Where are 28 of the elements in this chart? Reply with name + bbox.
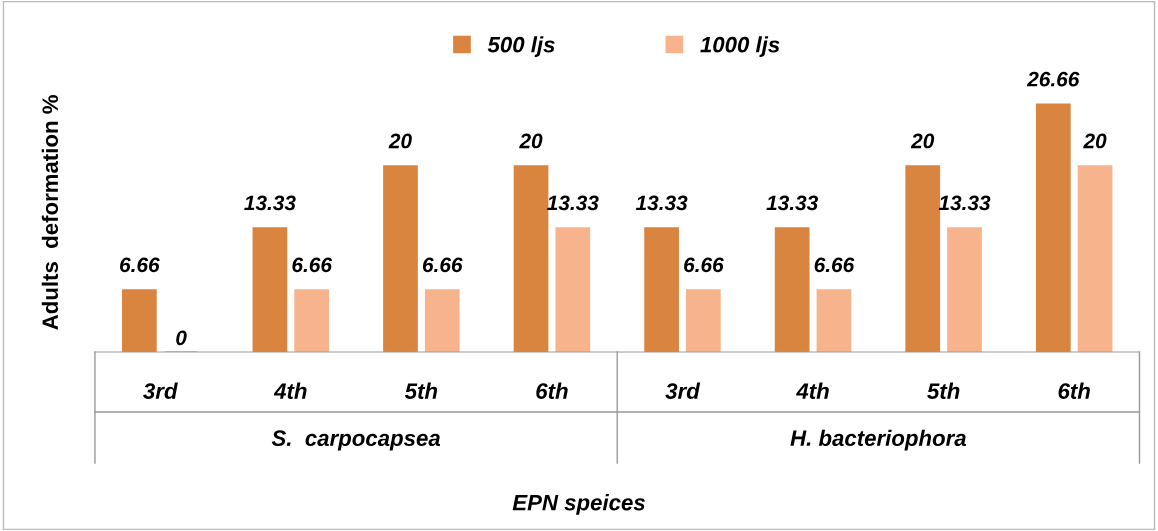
x-tick-label: 3rd xyxy=(143,382,178,399)
data-label: 20 xyxy=(1083,133,1107,149)
data-label: 6.66 xyxy=(292,257,333,273)
x-tick-label: 3rd xyxy=(665,382,701,399)
data-label: 6.66 xyxy=(422,257,463,273)
data-label: 20 xyxy=(519,133,543,149)
x-tick-label: 5th xyxy=(927,382,960,399)
data-label: 20 xyxy=(910,133,935,149)
data-label: 6.66 xyxy=(814,257,855,273)
text: S. carpocapsea xyxy=(271,430,441,451)
legend-label: 500 ljs xyxy=(487,36,555,57)
data-label: 0 xyxy=(176,330,187,346)
x-tick-label: 6th xyxy=(1058,382,1090,399)
data-label: 13.33 xyxy=(766,195,819,211)
data-label: 26.66 xyxy=(1026,71,1080,87)
x-axis-title: EPN speices xyxy=(512,494,645,515)
x-tick-label: 4th xyxy=(796,382,829,399)
x-tick-label: 5th xyxy=(404,382,438,399)
data-label: 6.66 xyxy=(120,257,160,273)
data-label: 13.33 xyxy=(244,195,296,211)
y-axis-title: Adults deformation % xyxy=(41,95,59,330)
data-label: 13.33 xyxy=(635,195,688,211)
data-label: 20 xyxy=(388,133,412,149)
legend-label: 1000 ljs xyxy=(700,36,780,57)
data-label: 6.66 xyxy=(684,257,724,273)
x-tick-label: 6th xyxy=(536,382,568,399)
x-tick-label: 4th xyxy=(273,382,307,399)
text: H. bacteriophora xyxy=(790,429,966,451)
